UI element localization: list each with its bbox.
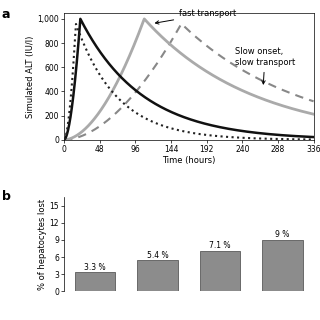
Text: 9 %: 9 % [275, 230, 290, 239]
Y-axis label: Simulated ALT (IU/l): Simulated ALT (IU/l) [26, 35, 35, 117]
Text: b: b [2, 190, 11, 203]
Text: a: a [2, 8, 10, 21]
X-axis label: Time (hours): Time (hours) [162, 156, 215, 165]
Text: fast transport: fast transport [156, 9, 236, 24]
Bar [262, 240, 303, 291]
Bar [200, 251, 240, 291]
Bar [75, 272, 116, 291]
Text: Slow onset,
slow transport: Slow onset, slow transport [235, 47, 295, 84]
Text: 3.3 %: 3.3 % [84, 263, 106, 272]
Text: 5.4 %: 5.4 % [147, 251, 168, 260]
Text: 7.1 %: 7.1 % [209, 241, 231, 250]
Bar [137, 260, 178, 291]
Y-axis label: % of hepatocytes lost: % of hepatocytes lost [38, 199, 47, 290]
